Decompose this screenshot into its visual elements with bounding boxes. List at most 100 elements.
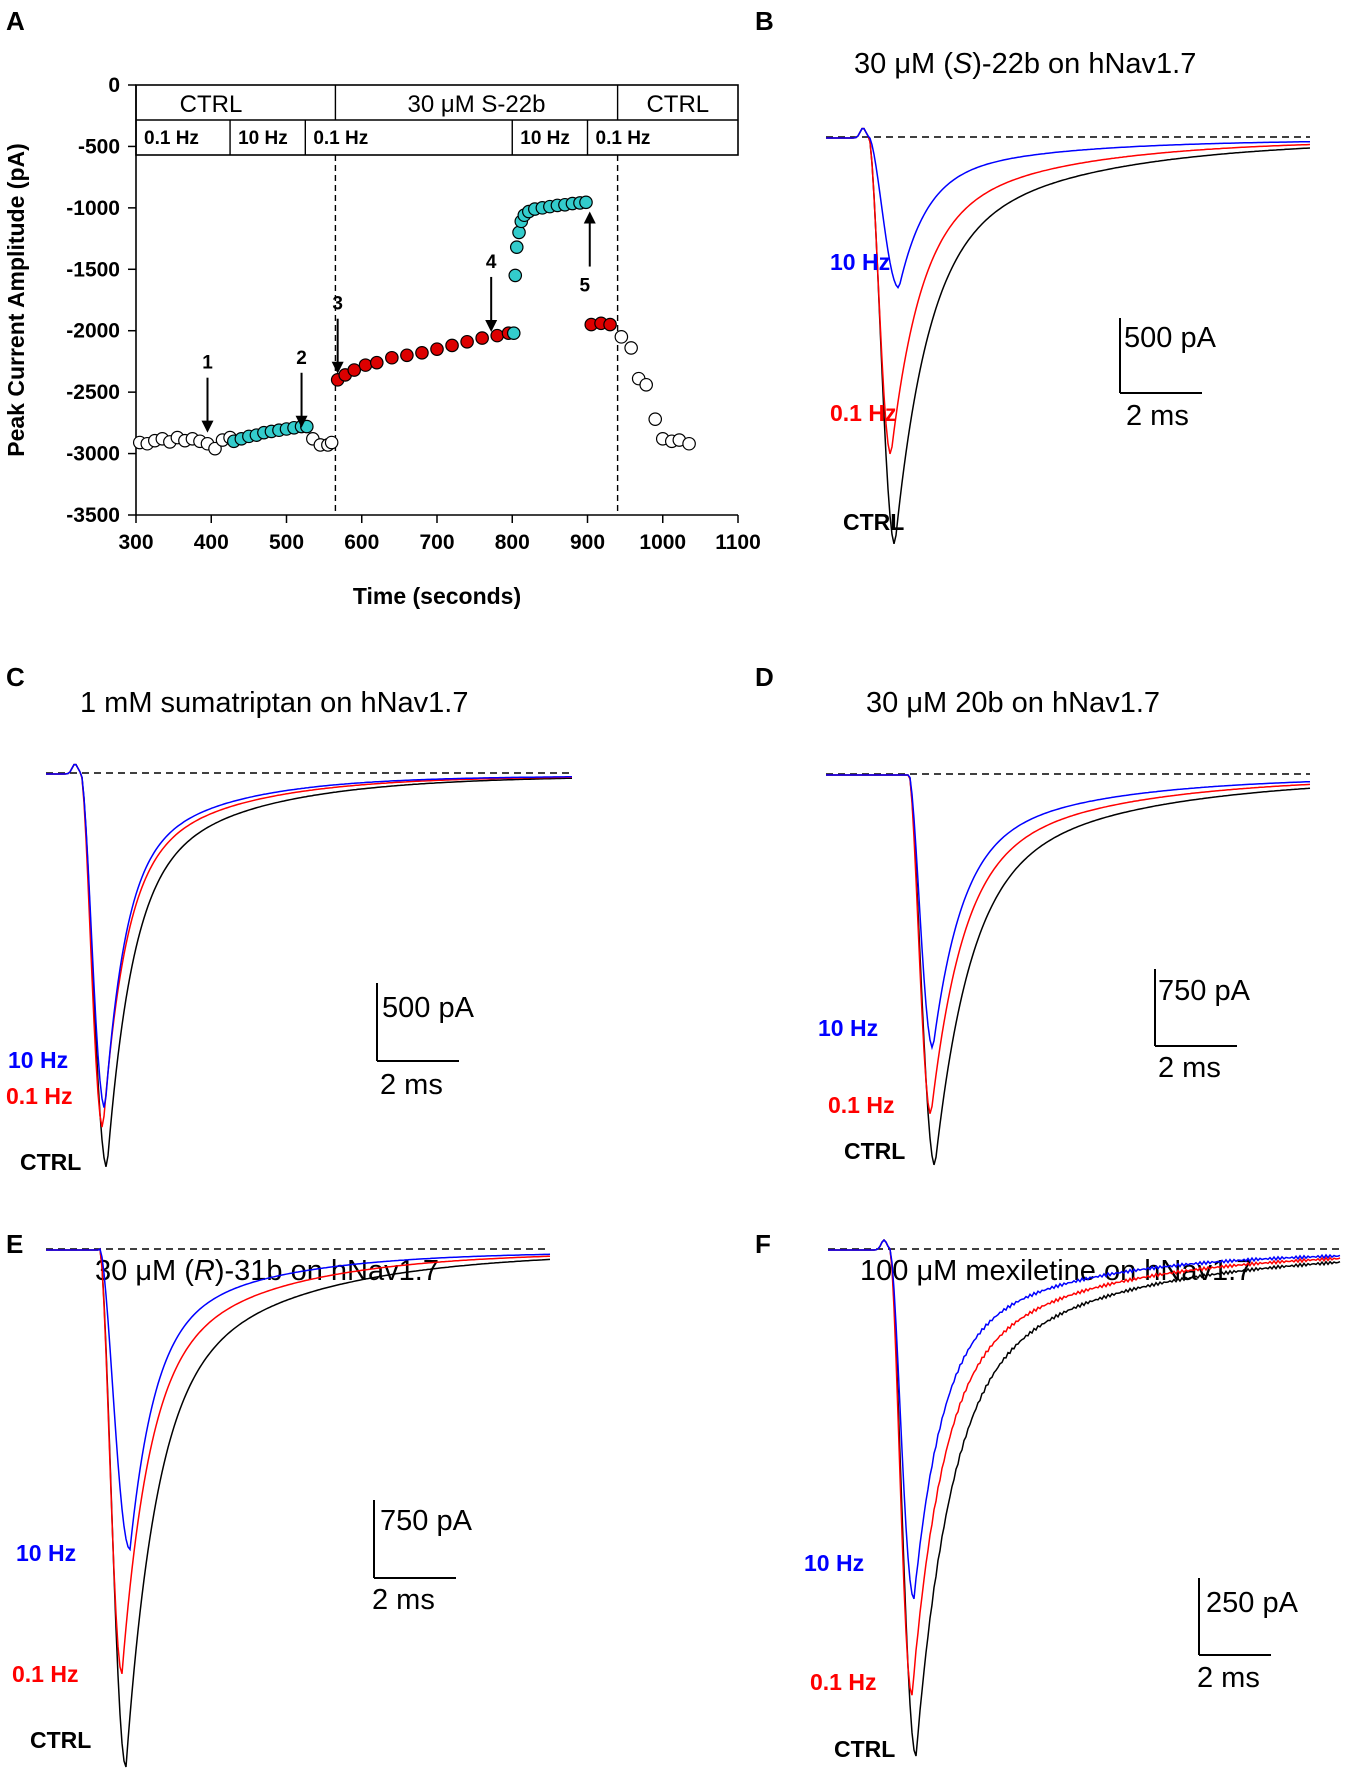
scale-bar-current-label: 750 pA (380, 1505, 473, 1537)
trace-label-high: 10 Hz (16, 1540, 76, 1566)
y-tick-label: -500 (78, 135, 120, 158)
y-tick-label: -1500 (66, 258, 120, 281)
condition-header: CTRL (646, 91, 709, 118)
data-point (208, 441, 222, 456)
scale-bar-time-label: 2 ms (372, 1584, 435, 1616)
x-tick-label: 300 (118, 531, 153, 554)
data-point (490, 328, 504, 343)
trace-label-high: 10 Hz (804, 1550, 864, 1576)
frequency-header: 10 Hz (520, 128, 570, 149)
scale-bar-current-label: 250 pA (1206, 1587, 1299, 1619)
trace-label-high: 10 Hz (830, 249, 890, 275)
trace-label-ctrl: CTRL (30, 1727, 91, 1753)
x-tick-label: 800 (495, 531, 530, 554)
data-point (509, 240, 524, 254)
arrow-head (331, 361, 344, 374)
frequency-header: 10 Hz (238, 128, 288, 149)
data-point (508, 268, 523, 283)
panel-letter-a: A (6, 6, 25, 36)
scale-bar-time-label: 2 ms (1197, 1662, 1260, 1694)
trace-label-ctrl: CTRL (844, 1138, 905, 1164)
trace-label-low: 0.1 Hz (828, 1092, 894, 1118)
trace-high (828, 1238, 1341, 1600)
trace-ctrl (46, 1247, 551, 1768)
trace-low (828, 1238, 1341, 1696)
trace-label-ctrl: CTRL (834, 1736, 895, 1762)
trace-label-low: 0.1 Hz (810, 1669, 876, 1695)
data-point (430, 342, 444, 356)
x-tick-label: 500 (269, 531, 304, 554)
data-point (603, 317, 617, 332)
panel-title: 30 μM (R)-31b on hNav1.7 (95, 1255, 439, 1287)
frequency-header: 0.1 Hz (144, 128, 199, 149)
scale-bar-current-label: 750 pA (1158, 975, 1251, 1007)
arrow-head (485, 319, 498, 332)
scale-bar-current-label: 500 pA (1124, 322, 1217, 354)
trace-label-low: 0.1 Hz (12, 1661, 78, 1687)
trace-high (826, 127, 1310, 290)
panel-d: 30 μM 20b on hNav1.7 CTRL 0.1 Hz 10 Hz 750 p… (818, 687, 1311, 1166)
scale-bar-current-label: 500 pA (382, 992, 475, 1024)
data-point (400, 348, 414, 363)
trace-ctrl (828, 1238, 1341, 1757)
frequency-header: 0.1 Hz (313, 128, 368, 149)
arrow-head (295, 415, 308, 428)
y-tick-label: -2500 (66, 381, 120, 404)
data-point (648, 412, 663, 426)
panel-letter-b: B (755, 6, 774, 36)
condition-header: 30 μM S-22b (408, 91, 546, 118)
data-point (579, 195, 593, 210)
y-tick-label: -2000 (66, 320, 120, 343)
data-point (300, 419, 314, 434)
trace-label-ctrl: CTRL (843, 509, 904, 535)
trace-ctrl (46, 763, 573, 1167)
panel-letter-e: E (6, 1229, 23, 1259)
data-point (512, 225, 526, 240)
panel-letter-d: D (755, 662, 774, 692)
trace-low (46, 1247, 551, 1675)
scale-bar-time-label: 2 ms (380, 1069, 443, 1101)
y-axis-label: Peak Current Amplitude (pA) (3, 143, 29, 457)
x-tick-label: 600 (344, 531, 379, 554)
arrow-label: 4 (486, 252, 497, 273)
scale-bar-time-label: 2 ms (1126, 400, 1189, 432)
x-tick-label: 1000 (639, 531, 686, 554)
frequency-header: 0.1 Hz (596, 128, 651, 149)
panel-title: 30 μM (S)-22b on hNav1.7 (854, 48, 1196, 80)
data-point (639, 377, 653, 392)
x-tick-label: 1100 (715, 531, 761, 554)
arrow-label: 5 (579, 276, 590, 297)
trace-high (46, 1247, 551, 1552)
panel-letter-c: C (6, 662, 25, 692)
arrow-label: 3 (332, 294, 343, 315)
x-tick-label: 700 (419, 531, 454, 554)
panel-title: 1 mM sumatriptan on hNav1.7 (80, 687, 468, 719)
trace-low (826, 774, 1311, 1114)
trace-label-high: 10 Hz (818, 1015, 878, 1041)
arrow-label: 1 (202, 353, 213, 374)
data-point (445, 338, 459, 353)
trace-low (46, 763, 573, 1128)
data-point (369, 355, 384, 370)
y-tick-label: 0 (108, 74, 120, 97)
data-point (475, 331, 489, 345)
panel-title: 30 μM 20b on hNav1.7 (866, 687, 1160, 719)
trace-label-low: 0.1 Hz (6, 1083, 72, 1109)
data-point (415, 346, 429, 360)
condition-header: CTRL (180, 91, 243, 118)
trace-ctrl (826, 127, 1311, 544)
arrow-head (583, 211, 596, 224)
trace-label-ctrl: CTRL (20, 1149, 81, 1175)
data-point (506, 326, 521, 340)
panel-e: 30 μM (R)-31b on hNav1.7 CTRL 0.1 Hz 10 Hz 7… (12, 1247, 551, 1768)
arrow-head (201, 420, 214, 433)
trace-low (826, 127, 1311, 455)
x-axis-label: Time (seconds) (353, 583, 521, 609)
trace-high (826, 774, 1311, 1051)
y-tick-label: -3000 (66, 443, 120, 466)
panel-letter-f: F (755, 1229, 771, 1259)
x-tick-label: 900 (570, 531, 605, 554)
